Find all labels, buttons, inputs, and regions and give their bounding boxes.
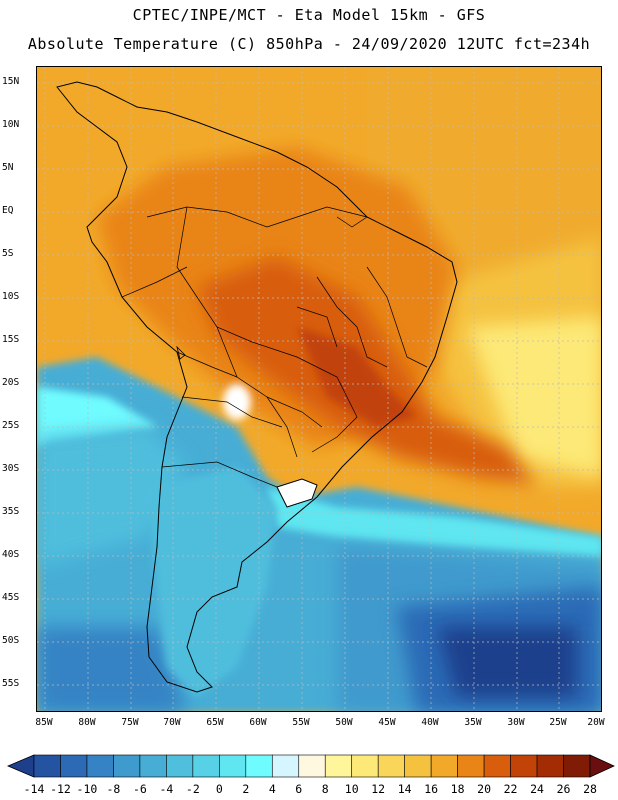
colorbar-cell (245, 754, 273, 778)
colorbar-label: -4 (159, 782, 174, 796)
lon-label-25w: 25W (549, 717, 567, 728)
lon-label-50w: 50W (335, 717, 353, 728)
lon-label-30w: 30W (507, 717, 525, 728)
colorbar-max-arrow (589, 754, 615, 778)
graticule (37, 67, 601, 711)
colorbar-label: -6 (132, 782, 147, 796)
colorbar-label: 18 (450, 782, 465, 796)
lon-label-80w: 80W (78, 717, 96, 728)
lon-label-75w: 75W (121, 717, 139, 728)
field-atlantic-light (467, 317, 601, 477)
lat-label-35s: 35S (2, 506, 20, 517)
colorbar-cell (430, 754, 458, 778)
lon-label-40w: 40W (421, 717, 439, 728)
colorbar-cell (219, 754, 247, 778)
field-coldest (437, 627, 577, 697)
chart-title: CPTEC/INPE/MCT - Eta Model 15km - GFS (132, 6, 486, 24)
colorbar-label: -10 (76, 782, 98, 796)
colorbar-cell (483, 754, 511, 778)
colorbar-cell (536, 754, 564, 778)
colorbar-cell (457, 754, 485, 778)
colorbar-label: 20 (477, 782, 492, 796)
colorbar-cell (298, 754, 326, 778)
lat-label-55s: 55S (2, 678, 20, 689)
lat-label-25s: 25S (2, 420, 20, 431)
colorbar-cell (377, 754, 405, 778)
lat-label-45s: 45S (2, 592, 20, 603)
field-southwest-cold (37, 627, 187, 711)
lat-label-10n: 10N (2, 119, 20, 130)
temperature-map (36, 66, 602, 712)
colorbar-label: 2 (242, 782, 250, 796)
colorbar-cell (113, 754, 141, 778)
colorbar-label: 10 (344, 782, 359, 796)
colorbar-label: -2 (185, 782, 200, 796)
lon-label-70w: 70W (163, 717, 181, 728)
colorbar-cells (33, 754, 591, 778)
chart-subtitle: Absolute Temperature (C) 850hPa - 24/09/… (27, 35, 591, 53)
colorbar-min-arrow (6, 754, 35, 778)
colorbar-label: -12 (50, 782, 71, 796)
lat-label-20s: 20S (2, 377, 20, 388)
colorbar-label: -8 (106, 782, 121, 796)
colorbar-cell (351, 754, 379, 778)
field-patagonia (147, 467, 277, 697)
colorbar-cell (86, 754, 114, 778)
colorbar-label: 24 (530, 782, 544, 796)
lon-label-65w: 65W (206, 717, 224, 728)
colorbar-label: 0 (215, 782, 223, 796)
lat-label-5s: 5S (2, 248, 14, 259)
colorbar-label: -14 (23, 782, 45, 796)
colorbar-label: 6 (295, 782, 303, 796)
colorbar-cell (139, 754, 167, 778)
lon-label-60w: 60W (249, 717, 267, 728)
colorbar (6, 754, 615, 778)
colorbar-cell (563, 754, 591, 778)
field-white-patch (223, 384, 251, 420)
colorbar-cell (404, 754, 432, 778)
field-hottest (297, 327, 417, 427)
colorbar-label: 4 (268, 782, 276, 796)
lon-label-45w: 45W (378, 717, 396, 728)
colorbar-label: 12 (371, 782, 386, 796)
lat-label-5n: 5N (2, 162, 14, 173)
colorbar-label: 16 (424, 782, 439, 796)
colorbar-label: 14 (397, 782, 412, 796)
lon-label-35w: 35W (464, 717, 482, 728)
field-pacific-cool (37, 427, 187, 567)
lat-label-15s: 15S (2, 334, 20, 345)
rio-de-la-plata (276, 478, 318, 508)
colorbar-cell (271, 754, 300, 778)
lat-label-30s: 30S (2, 463, 20, 474)
field-frontal-band (267, 487, 601, 557)
lon-label-20w: 20W (587, 717, 605, 728)
colorbar-label: 26 (556, 782, 571, 796)
lat-label-10s: 10S (2, 291, 20, 302)
colorbar-cell (166, 754, 194, 778)
lat-label-40s: 40S (2, 549, 20, 560)
lat-label-50s: 50S (2, 635, 20, 646)
country-borders (121, 206, 428, 488)
colorbar-cell (60, 754, 88, 778)
colorbar-label: 22 (503, 782, 518, 796)
colorbar-label: 28 (583, 782, 597, 796)
colorbar-cell (510, 754, 538, 778)
map-canvas (37, 67, 601, 711)
lon-label-85w: 85W (35, 717, 53, 728)
lat-label-15n: 15N (2, 76, 20, 87)
lon-label-55w: 55W (292, 717, 310, 728)
south-america-coastline (56, 81, 458, 693)
colorbar-label: 8 (321, 782, 329, 796)
colorbar-cell (324, 754, 353, 778)
colorbar-cell (33, 754, 61, 778)
colorbar-cell (192, 754, 220, 778)
lat-label-eq: EQ (2, 205, 14, 216)
